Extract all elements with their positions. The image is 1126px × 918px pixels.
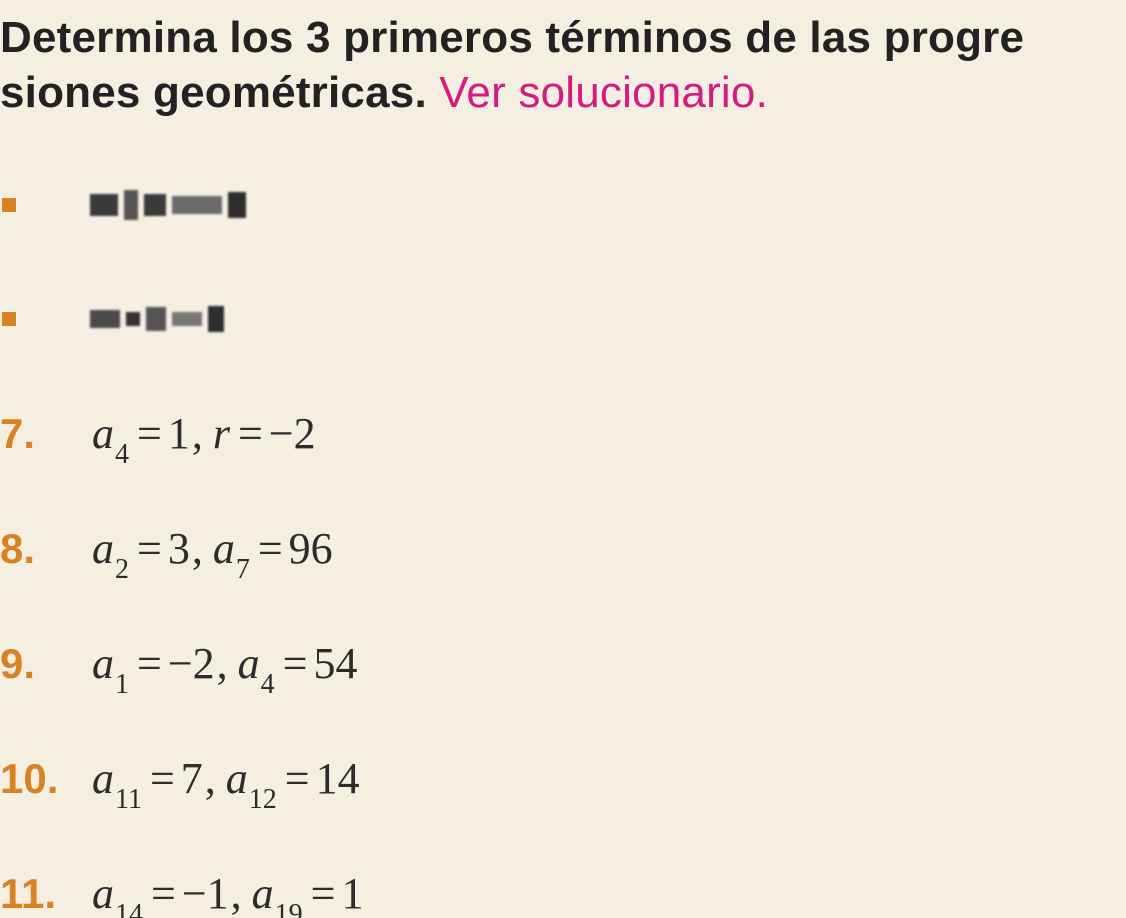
- math-subscript: 19: [275, 899, 303, 918]
- pixel-block: [208, 306, 224, 332]
- math-term: a4: [238, 638, 275, 689]
- math-var: a: [92, 868, 114, 918]
- problem-row: 11.a14=−1,a19=1: [0, 868, 1126, 918]
- math-term: a19: [252, 868, 303, 918]
- math-var: a: [213, 523, 235, 574]
- equals-sign: =: [258, 523, 283, 574]
- math-subscript: 11: [115, 784, 142, 816]
- pixel-block: [172, 312, 202, 326]
- equals-sign: =: [285, 753, 310, 804]
- problem-row: [0, 294, 1126, 344]
- math-subscript: 4: [115, 439, 129, 471]
- math-term: a1: [92, 638, 129, 689]
- math-value: 1: [341, 868, 363, 918]
- instructions-line1: Determina los 3 primeros términos de las…: [0, 10, 1126, 65]
- problem-number: 11.: [0, 870, 90, 918]
- pixel-block: [124, 190, 138, 220]
- math-subscript: 2: [115, 554, 129, 586]
- problem-body: [90, 306, 224, 332]
- pixel-block: [126, 312, 140, 326]
- equals-sign: =: [283, 638, 308, 689]
- math-value: 54: [313, 638, 357, 689]
- equals-sign: =: [137, 523, 162, 574]
- math-term: a12: [226, 753, 277, 804]
- math-value: −2: [168, 638, 215, 689]
- page: Determina los 3 primeros términos de las…: [0, 0, 1126, 918]
- solution-link[interactable]: Ver solucionario.: [439, 68, 768, 117]
- math-value: −1: [182, 868, 229, 918]
- problem-number: 9.: [0, 640, 90, 688]
- math-subscript: 12: [249, 784, 277, 816]
- equals-sign: =: [137, 638, 162, 689]
- problem-number: 10.: [0, 755, 90, 803]
- math-var: a: [92, 523, 114, 574]
- problem-row: 8.a2=3,a7=96: [0, 523, 1126, 574]
- math-term: a14: [92, 868, 143, 918]
- math-term: a4: [92, 408, 129, 459]
- pixel-block: [146, 307, 166, 331]
- math-var: a: [252, 868, 274, 918]
- problem-row: 7.a4=1,r=−2: [0, 408, 1126, 459]
- separator-comma: ,: [205, 753, 216, 804]
- problem-body: a4=1,r=−2: [90, 408, 316, 459]
- problem-marker-square: [0, 312, 90, 326]
- problem-row: [0, 180, 1126, 230]
- math-var: a: [92, 638, 114, 689]
- pixel-block: [90, 310, 120, 328]
- pixel-block: [144, 194, 166, 216]
- problem-row: 10.a11=7,a12=14: [0, 753, 1126, 804]
- problem-body: a14=−1,a19=1: [90, 868, 363, 918]
- math-subscript: 1: [115, 669, 129, 701]
- math-value: 14: [316, 753, 360, 804]
- problem-body: [90, 190, 246, 220]
- math-subscript: 7: [236, 554, 250, 586]
- square-icon: [2, 312, 16, 326]
- math-term: r: [213, 408, 230, 459]
- equals-sign: =: [311, 868, 336, 918]
- separator-comma: ,: [217, 638, 228, 689]
- pixel-block: [90, 194, 118, 216]
- problem-body: a2=3,a7=96: [90, 523, 333, 574]
- separator-comma: ,: [231, 868, 242, 918]
- math-term: a11: [92, 753, 142, 804]
- math-term: a2: [92, 523, 129, 574]
- problem-body: a11=7,a12=14: [90, 753, 360, 804]
- problem-list: 7.a4=1,r=−28.a2=3,a7=969.a1=−2,a4=5410.a…: [0, 140, 1126, 918]
- math-value: 96: [289, 523, 333, 574]
- pixel-block: [228, 192, 246, 218]
- math-value: −2: [269, 408, 316, 459]
- equals-sign: =: [137, 408, 162, 459]
- math-value: 3: [168, 523, 190, 574]
- pixel-block: [172, 196, 222, 214]
- math-subscript: 4: [261, 669, 275, 701]
- separator-comma: ,: [192, 408, 203, 459]
- math-value: 7: [181, 753, 203, 804]
- problem-number: 7.: [0, 410, 90, 458]
- problem-number: 8.: [0, 525, 90, 573]
- equals-sign: =: [238, 408, 263, 459]
- math-var: a: [92, 753, 114, 804]
- instructions-block: Determina los 3 primeros términos de las…: [0, 0, 1126, 140]
- math-var: a: [238, 638, 260, 689]
- instructions-line2: siones geométricas. Ver solucionario.: [0, 65, 1126, 120]
- separator-comma: ,: [192, 523, 203, 574]
- math-subscript: 14: [115, 899, 143, 918]
- math-var: r: [213, 408, 230, 459]
- obscured-content: [90, 306, 224, 332]
- equals-sign: =: [151, 868, 176, 918]
- square-icon: [2, 198, 16, 212]
- math-value: 1: [168, 408, 190, 459]
- equals-sign: =: [150, 753, 175, 804]
- problem-row: 9.a1=−2,a4=54: [0, 638, 1126, 689]
- math-term: a7: [213, 523, 250, 574]
- math-var: a: [226, 753, 248, 804]
- problem-body: a1=−2,a4=54: [90, 638, 357, 689]
- instructions-line2-prefix: siones geométricas.: [0, 68, 439, 117]
- problem-marker-square: [0, 198, 90, 212]
- obscured-content: [90, 190, 246, 220]
- math-var: a: [92, 408, 114, 459]
